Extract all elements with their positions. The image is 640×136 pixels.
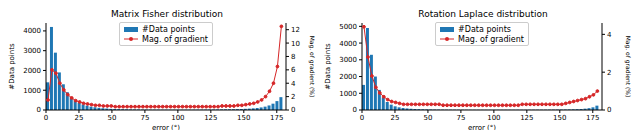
svg-text:4: 4 (607, 31, 612, 39)
svg-text:3000: 3000 (339, 56, 357, 64)
svg-text:12: 12 (291, 26, 300, 34)
svg-text:25: 25 (391, 114, 400, 122)
svg-text:5000: 5000 (339, 23, 357, 31)
svg-text:0: 0 (353, 106, 357, 114)
svg-text:1000: 1000 (23, 87, 41, 95)
html-text:Matrix Fisher distribution: Matrix Fisher distribution (111, 9, 223, 19)
svg-text:50: 50 (107, 114, 116, 122)
svg-text:25: 25 (75, 114, 84, 122)
svg-text:175: 175 (586, 114, 599, 122)
svg-text:#Data points: #Data points (324, 43, 332, 90)
svg-text:2000: 2000 (23, 67, 41, 75)
svg-text:0: 0 (360, 114, 364, 122)
svg-text:75: 75 (456, 114, 465, 122)
svg-text:50: 50 (423, 114, 432, 122)
svg-text:175: 175 (270, 114, 283, 122)
svg-text:4000: 4000 (339, 40, 357, 48)
svg-text:3000: 3000 (23, 47, 41, 55)
svg-text:100: 100 (487, 114, 500, 122)
html-text:Mag. of gradient: Mag. of gradient (458, 34, 524, 44)
svg-text:4: 4 (291, 80, 296, 88)
svg-text:Mag. of gradient (%): Mag. of gradient (%) (308, 36, 316, 98)
svg-text:0: 0 (607, 106, 611, 114)
svg-text:4000: 4000 (23, 27, 41, 35)
svg-text:2: 2 (291, 93, 295, 101)
svg-text:75: 75 (140, 114, 149, 122)
svg-text:8: 8 (291, 53, 295, 61)
html-text:Mag. of gradient: Mag. of gradient (142, 34, 208, 44)
html-text:#Data points: #Data points (142, 24, 195, 34)
svg-text:#Data points: #Data points (8, 43, 16, 90)
svg-text:error (°): error (°) (152, 124, 180, 130)
html-text:Rotation Laplace distribution: Rotation Laplace distribution (418, 9, 548, 19)
svg-text:125: 125 (204, 114, 217, 122)
html-text:#Data points: #Data points (458, 24, 511, 34)
svg-text:100: 100 (171, 114, 184, 122)
svg-text:0: 0 (44, 114, 48, 122)
svg-text:0: 0 (291, 106, 295, 114)
svg-text:2000: 2000 (339, 73, 357, 81)
svg-text:125: 125 (520, 114, 533, 122)
svg-text:150: 150 (553, 114, 566, 122)
svg-text:1000: 1000 (339, 90, 357, 98)
svg-text:150: 150 (237, 114, 250, 122)
svg-text:0: 0 (37, 106, 41, 114)
svg-text:2: 2 (607, 69, 611, 77)
svg-text:10: 10 (291, 40, 300, 48)
svg-text:error (°): error (°) (468, 124, 496, 130)
svg-text:Mag. of gradient (%): Mag. of gradient (%) (624, 36, 632, 98)
svg-text:6: 6 (291, 66, 296, 74)
